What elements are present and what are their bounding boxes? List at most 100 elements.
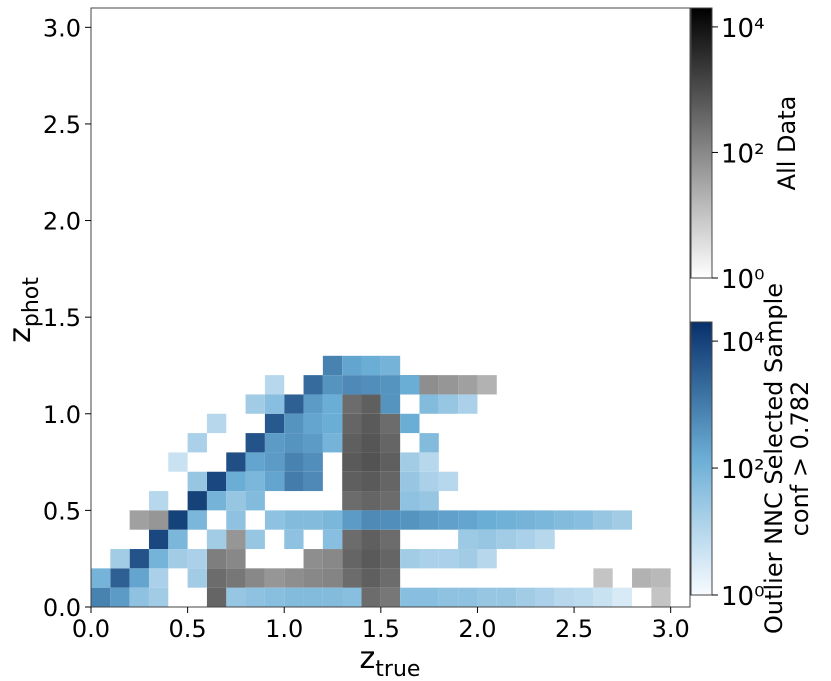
heatmap-cell <box>148 587 169 607</box>
heatmap-cell <box>361 568 381 588</box>
heatmap-cell <box>477 529 497 550</box>
heatmap-cell <box>419 394 439 414</box>
heatmap-cell <box>342 355 362 376</box>
heatmap-cell <box>458 529 478 550</box>
y-tick-label: 3.0 <box>43 14 81 42</box>
heatmap-cell <box>245 568 265 588</box>
heatmap-cell <box>380 568 401 588</box>
heatmap-cell <box>284 471 304 492</box>
heatmap-cell <box>264 471 285 492</box>
heatmap-cell <box>574 587 594 607</box>
heatmap-cell <box>380 471 401 492</box>
y-tick-label: 2.5 <box>43 111 81 139</box>
heatmap-cell <box>322 433 343 453</box>
heatmap-cell <box>226 587 246 607</box>
colorbar-tick-label: 10⁴ <box>721 328 765 358</box>
heatmap-cell <box>496 587 517 607</box>
heatmap-cell <box>419 471 439 492</box>
heatmap-cell <box>612 510 633 530</box>
heatmap-cell <box>380 355 401 376</box>
x-tick-label: 2.0 <box>458 615 496 643</box>
heatmap-cell <box>245 394 265 414</box>
colorbar-tick-label: 10⁰ <box>721 582 765 612</box>
heatmap-cell <box>400 587 420 607</box>
heatmap-cell <box>554 587 575 607</box>
x-tick-label: 0.0 <box>72 615 110 643</box>
heatmap-cell <box>303 433 323 453</box>
heatmap-cell <box>342 587 362 607</box>
heatmap-cell <box>400 510 420 530</box>
colorbar-label: All Data <box>773 96 801 191</box>
heatmap-cell <box>342 452 362 472</box>
heatmap-cell <box>342 491 362 511</box>
y-label-base: z <box>3 327 38 343</box>
plot-frame <box>90 7 691 608</box>
heatmap-cell <box>438 587 459 607</box>
heatmap-cell <box>91 587 111 607</box>
heatmap-cell <box>342 375 362 395</box>
heatmap-cell <box>400 375 420 395</box>
heatmap-cell <box>593 587 613 607</box>
heatmap-cell <box>400 491 420 511</box>
heatmap-cell <box>342 568 362 588</box>
heatmap-cell <box>516 529 536 550</box>
heatmap-cell <box>168 529 188 550</box>
heatmap-cell <box>245 433 265 453</box>
heatmap-cell <box>342 394 362 414</box>
heatmap-cell <box>342 471 362 492</box>
heatmap-cell <box>400 549 420 569</box>
heatmap-cell <box>226 568 246 588</box>
x-axis-label: ztrue <box>360 641 421 681</box>
heatmap-cell <box>612 587 633 607</box>
heatmap-cell <box>651 587 671 607</box>
heatmap-cell <box>303 510 323 530</box>
heatmap-cell <box>303 587 323 607</box>
heatmap-cell <box>187 549 207 569</box>
heatmap-cell <box>264 375 285 395</box>
heatmap-cell <box>206 568 227 588</box>
x-tick-label: 3.0 <box>652 615 690 643</box>
heatmap-cell <box>206 491 227 511</box>
heatmap-cell <box>361 375 381 395</box>
heatmap-cell <box>226 452 246 472</box>
heatmap-cell <box>400 452 420 472</box>
heatmap-cell <box>284 394 304 414</box>
heatmap-cell <box>322 568 343 588</box>
x-tick-label: 2.5 <box>555 615 593 643</box>
heatmap-cell <box>148 568 169 588</box>
y-tick-label: 1.5 <box>43 304 81 332</box>
heatmap-cell <box>303 452 323 472</box>
heatmap-cell <box>342 433 362 453</box>
heatmap-cell <box>342 529 362 550</box>
heatmap-cell <box>206 471 227 492</box>
heatmap-cell <box>284 433 304 453</box>
heatmap-cell <box>187 491 207 511</box>
heatmap-cell <box>148 491 169 511</box>
heatmap-cell <box>110 568 130 588</box>
heatmap-cell <box>419 375 439 395</box>
heatmap-cell <box>477 375 497 395</box>
colorbar-tick-label: 10⁴ <box>721 14 765 44</box>
heatmap-cell <box>593 510 613 530</box>
heatmap-cell <box>284 510 304 530</box>
y-label-sub: phot <box>19 277 44 327</box>
heatmap-cell <box>380 549 401 569</box>
heatmap-cell <box>361 433 381 453</box>
heatmap-cell <box>458 587 478 607</box>
heatmap-cell <box>361 529 381 550</box>
heatmap-cell <box>187 433 207 453</box>
heatmap-cell <box>245 452 265 472</box>
heatmap-cell <box>361 394 381 414</box>
heatmap-cell <box>438 510 459 530</box>
heatmap-cell <box>206 549 227 569</box>
heatmap-cell <box>419 433 439 453</box>
heatmap-cell <box>284 413 304 434</box>
heatmap-cell <box>322 413 343 434</box>
heatmap-cell <box>516 587 536 607</box>
heatmap-cell <box>303 375 323 395</box>
x-tick-label: 1.5 <box>362 615 400 643</box>
heatmap-cell <box>264 394 285 414</box>
x-label-sub: true <box>375 657 420 681</box>
heatmap-cell <box>322 529 343 550</box>
